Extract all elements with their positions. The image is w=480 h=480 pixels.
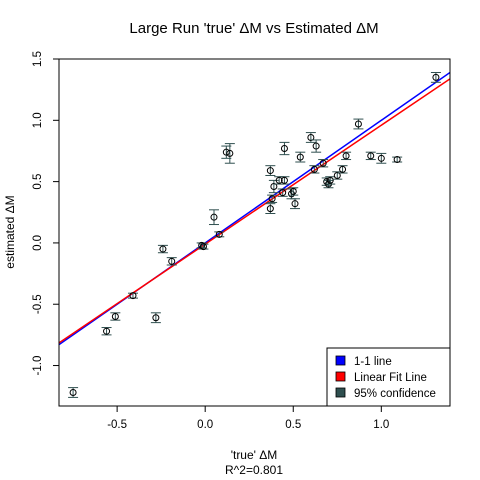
point-marker xyxy=(280,145,288,153)
point-marker xyxy=(103,327,111,335)
x-tick-label: 1.0 xyxy=(373,419,389,431)
point-marker xyxy=(367,152,375,160)
point-marker xyxy=(198,241,206,249)
legend: 1-1 line Linear Fit Line 95% confidence xyxy=(326,347,451,407)
point-marker xyxy=(270,183,278,191)
data-point-27 xyxy=(311,139,322,153)
point-marker xyxy=(111,312,119,320)
point-marker xyxy=(159,245,167,253)
point-marker xyxy=(319,159,327,167)
point-marker xyxy=(326,176,334,184)
data-point-9 xyxy=(208,209,219,226)
point-marker xyxy=(222,148,230,156)
data-point-37 xyxy=(376,152,387,164)
x-tick-label: 0.5 xyxy=(285,419,301,431)
legend-entry: Linear Fit Line xyxy=(354,372,427,384)
data-point-18 xyxy=(277,188,288,197)
point-marker xyxy=(291,200,299,208)
data-point-31 xyxy=(325,176,336,185)
data-point-35 xyxy=(353,118,364,130)
data-point-38 xyxy=(392,156,403,164)
data-point-25 xyxy=(305,132,316,143)
chart-title: Large Run 'true' ΔM vs Estimated ΔM xyxy=(129,20,378,37)
point-marker xyxy=(226,149,234,157)
legend-swatch xyxy=(335,355,346,366)
y-tick-label: 1.5 xyxy=(32,51,44,67)
legend-entry: 95% confidence xyxy=(354,388,436,400)
point-marker xyxy=(393,156,401,164)
data-point-14 xyxy=(265,203,276,214)
data-point-36 xyxy=(365,151,376,161)
plot-frame xyxy=(58,58,451,407)
point-marker xyxy=(432,73,440,81)
point-marker xyxy=(279,189,287,197)
y-tick-label: 1.0 xyxy=(32,112,44,128)
data-point-19 xyxy=(279,176,290,185)
point-marker xyxy=(342,152,350,160)
data-point-16 xyxy=(268,179,279,194)
x-axis-label: 'true' ΔM xyxy=(231,448,278,462)
point-marker xyxy=(210,213,218,221)
point-marker xyxy=(354,120,362,128)
y-tick-label: -1.0 xyxy=(32,356,44,376)
data-point-20 xyxy=(279,141,290,156)
data-point-22 xyxy=(288,187,299,196)
point-marker xyxy=(129,292,137,300)
x-tick-label: 0.0 xyxy=(197,419,213,431)
data-point-4 xyxy=(150,312,161,324)
data-point-24 xyxy=(295,151,306,163)
data-point-26 xyxy=(309,165,320,174)
point-marker xyxy=(275,176,283,184)
point-marker xyxy=(312,142,320,150)
y-axis: -1.0 -0.5 0.0 0.5 1.0 1.5 xyxy=(32,51,59,375)
data-layer xyxy=(59,71,450,398)
y-tick-label: -0.5 xyxy=(32,294,44,314)
data-point-6 xyxy=(166,257,177,266)
point-marker xyxy=(280,176,288,184)
data-point-34 xyxy=(341,151,352,161)
point-marker xyxy=(310,165,318,173)
x-tick-label: -0.5 xyxy=(107,419,127,431)
point-marker xyxy=(296,153,304,161)
point-marker xyxy=(377,154,385,162)
y-tick-label: 0.5 xyxy=(32,174,44,190)
data-point-3 xyxy=(127,292,138,300)
data-point-12 xyxy=(224,143,235,164)
data-point-5 xyxy=(157,244,168,254)
point-marker xyxy=(268,195,276,203)
point-marker xyxy=(199,243,207,251)
y-axis-label: estimated ΔM xyxy=(3,195,17,268)
point-marker xyxy=(69,389,77,397)
legend-swatch xyxy=(335,387,346,398)
point-marker xyxy=(333,171,341,179)
point-marker xyxy=(266,205,274,213)
data-point-8 xyxy=(198,243,209,251)
point-marker xyxy=(307,133,315,141)
point-marker xyxy=(215,230,223,238)
data-point-10 xyxy=(214,230,225,238)
point-marker xyxy=(266,167,274,175)
point-marker xyxy=(289,187,297,195)
point-marker xyxy=(152,314,160,322)
point-marker xyxy=(168,257,176,265)
legend-entry: 1-1 line xyxy=(354,356,392,368)
legend-swatch xyxy=(335,371,346,382)
data-point-0 xyxy=(68,387,79,398)
data-point-39 xyxy=(430,71,441,83)
series-line-linear-fit xyxy=(59,78,450,344)
data-point-33 xyxy=(337,165,348,174)
data-point-1 xyxy=(101,327,112,336)
data-point-7 xyxy=(196,241,207,249)
data-point-15 xyxy=(267,194,278,203)
point-marker xyxy=(339,165,347,173)
legend-box xyxy=(326,347,451,407)
r-squared-label: R^2=0.801 xyxy=(225,463,283,477)
data-point-2 xyxy=(110,312,121,321)
x-axis: -0.5 0.0 0.5 1.0 xyxy=(107,406,389,431)
data-point-23 xyxy=(290,198,301,210)
data-point-13 xyxy=(265,165,276,176)
data-point-28 xyxy=(318,159,329,168)
y-tick-label: 0.0 xyxy=(32,235,44,251)
